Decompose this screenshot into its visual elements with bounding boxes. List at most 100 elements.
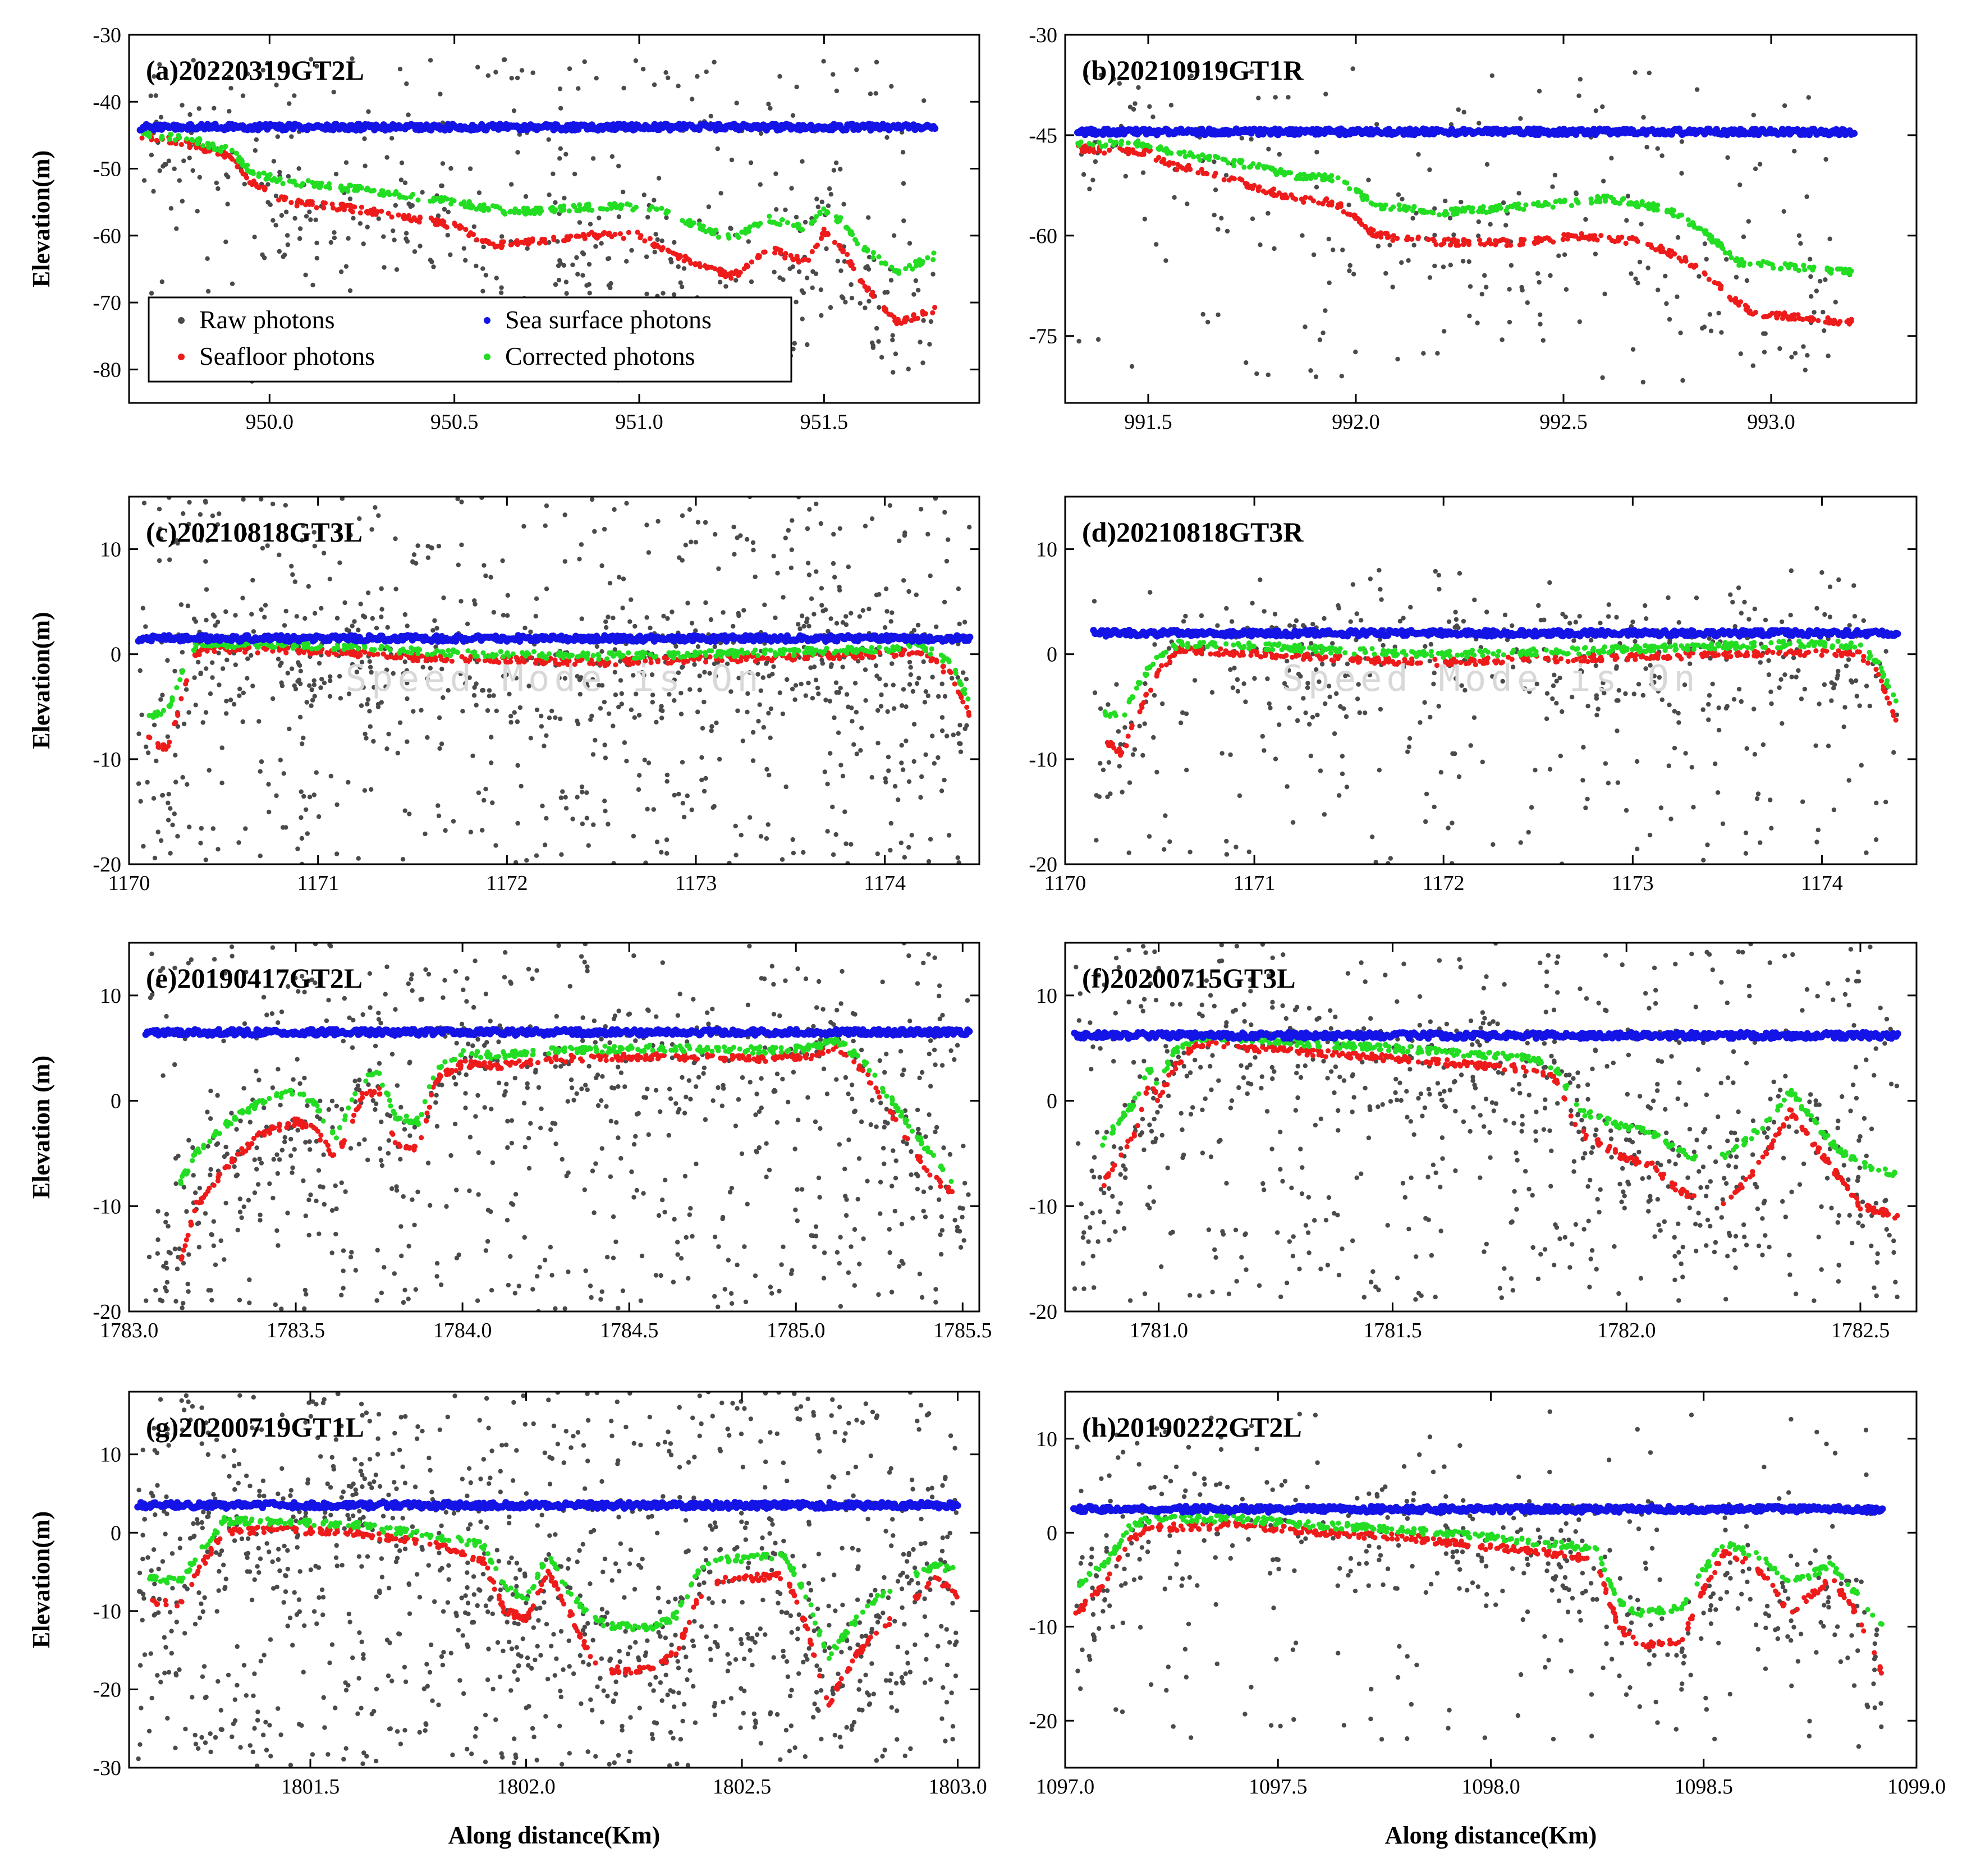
raw-photon-point — [233, 613, 238, 618]
raw-photon-point — [866, 607, 872, 612]
raw-photon-point — [1132, 101, 1138, 106]
corrected-photon-point — [1329, 178, 1335, 184]
raw-photon-point — [184, 687, 189, 692]
raw-photon-point — [1416, 152, 1421, 157]
raw-photon-point — [727, 860, 732, 864]
raw-photon-point — [1804, 194, 1809, 199]
raw-photon-point — [382, 265, 387, 270]
raw-photon-point — [212, 106, 217, 111]
raw-photon-point — [230, 281, 235, 286]
raw-photon-point — [791, 850, 796, 856]
raw-photon-point — [866, 255, 872, 260]
seafloor-photon-point — [602, 663, 608, 668]
raw-photon-point — [921, 318, 926, 323]
seafloor-photon-point — [288, 200, 294, 205]
raw-photon-point — [1239, 136, 1244, 141]
corrected-photon-point — [634, 655, 640, 661]
raw-photon-point — [283, 503, 288, 508]
raw-photon-point — [750, 540, 756, 545]
seafloor-photon-point — [240, 171, 246, 177]
raw-photon-point — [379, 607, 384, 612]
raw-photon-point — [1323, 308, 1328, 313]
raw-photon-point — [577, 691, 583, 697]
raw-photon-point — [1488, 222, 1493, 227]
raw-photon-point — [646, 760, 652, 765]
raw-photon-point — [898, 840, 904, 846]
seafloor-photon-point — [910, 650, 915, 655]
corrected-photon-point — [1231, 159, 1236, 164]
corrected-photon-point — [205, 140, 210, 146]
raw-photon-point — [612, 669, 618, 675]
seafloor-photon-point — [1581, 235, 1587, 240]
raw-photon-point — [153, 93, 158, 98]
seafloor-photon-point — [1594, 237, 1600, 243]
sea-surface-photon-point — [1850, 130, 1858, 137]
raw-photon-point — [870, 345, 876, 350]
seafloor-photon-point — [826, 654, 832, 660]
raw-photon-point — [1716, 310, 1721, 316]
seafloor-photon-point — [1166, 160, 1172, 166]
raw-photon-point — [1311, 252, 1317, 258]
raw-photon-point — [493, 843, 498, 848]
raw-photon-point — [888, 278, 894, 283]
seafloor-photon-point — [551, 235, 557, 240]
raw-photon-point — [923, 752, 928, 758]
raw-photon-point — [233, 662, 238, 667]
x-tick-label: 991.5 — [1124, 410, 1172, 434]
corrected-photon-point — [1802, 267, 1808, 273]
raw-photon-point — [764, 836, 769, 841]
raw-photon-point — [435, 803, 441, 808]
raw-photon-point — [641, 673, 647, 678]
corrected-photon-point — [197, 137, 203, 143]
raw-photon-point — [1798, 241, 1803, 246]
seafloor-photon-point — [1712, 279, 1717, 286]
raw-photon-point — [1704, 256, 1709, 262]
seafloor-photon-point — [340, 201, 346, 207]
seafloor-photon-point — [386, 210, 391, 216]
raw-photon-point — [1117, 81, 1122, 86]
seafloor-photon-point — [246, 645, 252, 650]
corrected-photon-point — [590, 653, 596, 658]
raw-photon-point — [314, 240, 319, 246]
raw-photon-point — [391, 228, 396, 233]
corrected-photon-point — [707, 227, 712, 232]
raw-photon-point — [624, 759, 629, 764]
seafloor-photon-point — [681, 660, 687, 666]
raw-photon-point — [1441, 264, 1446, 269]
raw-photon-point — [653, 232, 658, 237]
raw-photon-point — [166, 158, 172, 163]
raw-photon-point — [580, 821, 585, 827]
raw-photon-point — [1375, 244, 1381, 249]
raw-photon-point — [195, 659, 201, 665]
raw-photon-point — [1140, 170, 1146, 175]
raw-photon-point — [558, 795, 563, 800]
seafloor-photon-point — [912, 316, 918, 322]
raw-photon-point — [474, 703, 479, 708]
raw-photon-point — [1679, 139, 1685, 144]
seafloor-photon-point — [1676, 255, 1682, 261]
corrected-photon-point — [1257, 162, 1262, 167]
raw-photon-point — [217, 682, 222, 687]
raw-photon-point — [1678, 331, 1683, 336]
seafloor-photon-point — [1815, 318, 1821, 323]
raw-photon-point — [819, 603, 824, 608]
corrected-photon-point — [1849, 268, 1854, 274]
y-tick-label: -30 — [93, 24, 121, 47]
corrected-photon-point — [929, 646, 934, 652]
raw-photon-point — [472, 685, 477, 690]
corrected-photon-point — [577, 202, 583, 208]
seafloor-photon-point — [449, 658, 455, 664]
raw-photon-point — [830, 804, 835, 810]
corrected-photon-point — [768, 648, 773, 653]
raw-photon-point — [172, 166, 177, 171]
raw-photon-point — [888, 847, 893, 853]
raw-photon-point — [758, 688, 764, 694]
raw-photon-point — [923, 689, 929, 694]
raw-photon-point — [384, 667, 389, 672]
raw-photon-point — [813, 677, 819, 682]
raw-photon-point — [810, 696, 815, 701]
raw-photon-point — [709, 728, 714, 733]
seafloor-photon-point — [964, 704, 970, 710]
seafloor-photon-point — [521, 659, 527, 665]
seafloor-photon-point — [1743, 302, 1748, 308]
